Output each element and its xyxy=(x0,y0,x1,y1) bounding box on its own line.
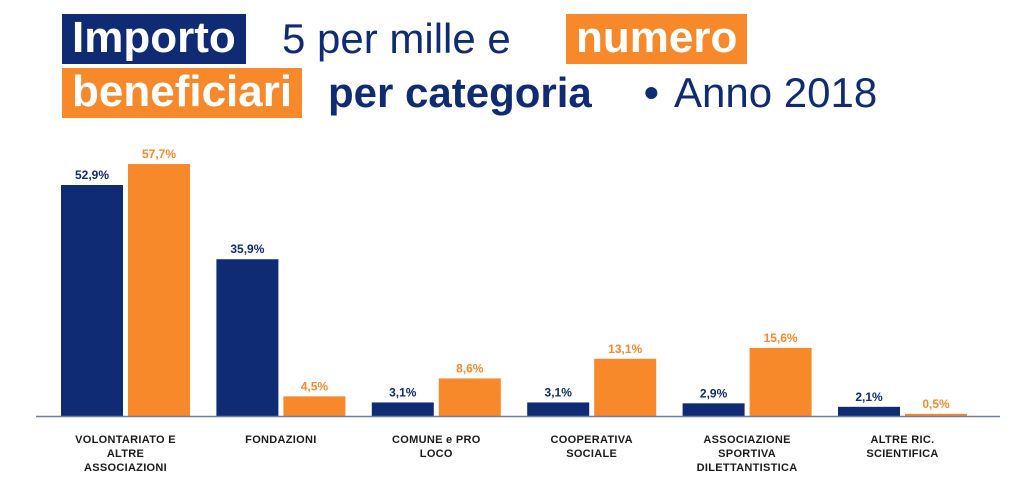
category-label-4-0: ASSOCIAZIONE xyxy=(703,434,790,446)
category-label-0-0: VOLONTARIATO E xyxy=(75,434,176,446)
title-importo: Importo xyxy=(62,14,246,64)
data-label-beneficiari-2: 8,6% xyxy=(456,361,484,375)
bar-beneficiari-0 xyxy=(128,164,190,416)
bar-importo-2 xyxy=(371,402,434,416)
bar-importo-4 xyxy=(682,403,745,416)
data-label-beneficiari-1: 4,5% xyxy=(301,379,329,393)
category-label-2-1: LOCO xyxy=(420,448,453,460)
bar-beneficiari-3 xyxy=(594,358,657,416)
category-label-3-1: SOCIALE xyxy=(566,448,617,460)
data-label-importo-0: 52,9% xyxy=(75,168,109,182)
category-label-2-0: COMUNE e PRO xyxy=(392,434,481,446)
title-numero: numero xyxy=(566,14,748,64)
data-label-importo-3: 3,1% xyxy=(545,385,573,399)
data-label-beneficiari-0: 57,7% xyxy=(142,147,176,161)
category-label-0-1: ALTRE xyxy=(107,448,144,460)
category-label-5-1: SCIENTIFICA xyxy=(866,448,938,460)
bar-importo-5 xyxy=(838,406,900,416)
title-bullet: • xyxy=(644,69,659,116)
category-label-1-0: FONDAZIONI xyxy=(245,434,316,446)
bar-importo-0 xyxy=(61,185,123,416)
category-label-0-2: ASSOCIAZIONI xyxy=(84,462,167,474)
title-anno: Anno 2018 xyxy=(674,69,878,116)
title-5-per-mille: 5 per mille e xyxy=(282,15,511,62)
category-label-4-2: DILETTANTISTICA xyxy=(697,462,798,474)
bar-beneficiari-4 xyxy=(749,347,812,416)
bar-beneficiari-2 xyxy=(438,378,501,416)
data-label-importo-1: 35,9% xyxy=(230,242,264,256)
title-beneficiari: beneficiari xyxy=(62,68,303,118)
bar-beneficiari-1 xyxy=(283,396,346,416)
bar-importo-1 xyxy=(216,259,279,416)
chart-title: Importo 5 per mille e numero beneficiari… xyxy=(0,0,1024,125)
data-label-importo-5: 2,1% xyxy=(855,390,883,404)
data-label-importo-4: 2,9% xyxy=(700,386,728,400)
category-label-5-0: ALTRE RIC. xyxy=(871,434,935,446)
category-label-3-0: COOPERATIVA xyxy=(551,434,633,446)
bar-importo-3 xyxy=(527,402,590,416)
category-label-4-1: SPORTIVA xyxy=(718,448,776,460)
data-label-beneficiari-5: 0,5% xyxy=(922,397,950,411)
data-label-beneficiari-3: 13,1% xyxy=(608,342,642,356)
title-per-categoria: per categoria xyxy=(328,69,592,116)
bar-beneficiari-5 xyxy=(905,413,967,416)
data-label-importo-2: 3,1% xyxy=(389,385,417,399)
data-label-beneficiari-4: 15,6% xyxy=(764,331,798,345)
